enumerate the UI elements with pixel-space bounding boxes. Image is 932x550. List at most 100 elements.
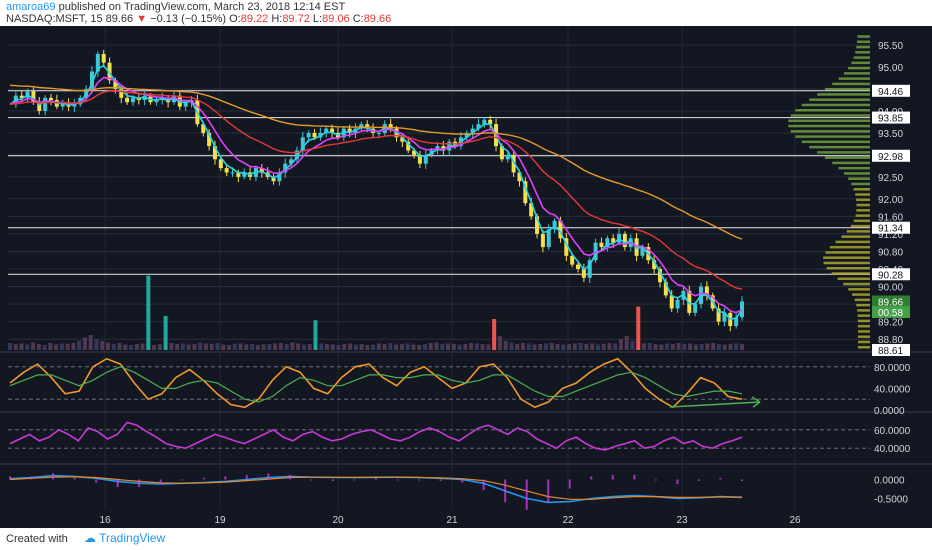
candle-body — [89, 71, 94, 90]
volume-bar — [578, 343, 583, 350]
macd-histogram-bar — [9, 476, 11, 480]
volume-bar — [238, 343, 243, 350]
price-tick-label: 95.50 — [878, 41, 903, 52]
tradingview-logo[interactable]: ☁ TradingView — [84, 531, 166, 545]
macd-histogram-bar — [697, 479, 700, 481]
time-tick-label: 22 — [562, 515, 574, 526]
candle-body — [365, 124, 370, 129]
candle-body — [570, 255, 575, 265]
candle-body — [622, 233, 627, 248]
candle-body — [441, 146, 446, 151]
author-link[interactable]: amaroa69 — [6, 1, 56, 13]
price-marker-tag — [872, 344, 910, 356]
candle-body — [37, 102, 42, 111]
volume-profile-bar — [853, 56, 870, 59]
volume-profile-bar — [790, 130, 870, 133]
volume-profile-bar — [809, 145, 870, 149]
indicator-tick-label: 60.0000 — [874, 426, 911, 437]
volume-bar — [221, 344, 226, 350]
price-marker-label: 88.61 — [878, 346, 903, 357]
volume-bar — [88, 335, 93, 350]
volume-spike — [146, 275, 151, 350]
candle-body — [593, 242, 598, 261]
volume-bar — [480, 344, 485, 350]
symbol-label[interactable]: NASDAQ:MSFT, 15 — [6, 13, 103, 25]
indicator-tick-label: 40.0000 — [874, 384, 911, 395]
volume-bar — [157, 344, 162, 350]
ohlc-line: NASDAQ:MSFT, 15 89.66 ▼ −0.13 (−0.15%) O… — [6, 13, 391, 25]
volume-bars — [8, 275, 744, 350]
volume-bar — [186, 344, 191, 350]
volume-bar — [549, 343, 554, 350]
macd-histogram-bar — [310, 479, 313, 481]
candle-body — [558, 220, 563, 239]
volume-bar — [353, 344, 358, 350]
volume-profile-bar — [824, 156, 870, 159]
stoch-k-line — [9, 357, 743, 409]
volume-bar — [284, 344, 289, 350]
candle-body — [488, 119, 493, 125]
price-level-tag — [872, 221, 910, 234]
candle-body — [207, 132, 212, 147]
volume-spike — [313, 320, 318, 350]
publish-line: amaroa69 published on TradingView.com, M… — [6, 1, 345, 13]
candle-body — [658, 269, 663, 283]
volume-bar — [129, 345, 134, 350]
volume-profile-bar — [846, 230, 870, 233]
volume-profile-bar — [857, 335, 870, 338]
chart-canvas[interactable]: 80.0000 40.0000 0.0000 60.0000 40.0000 0.0000… — [0, 26, 932, 528]
volume-bar — [428, 343, 433, 350]
candle-body — [669, 295, 674, 309]
volume-bar — [613, 343, 618, 350]
volume-bar — [693, 344, 698, 350]
high-label: H: — [271, 13, 283, 25]
close-value: 89.66 — [363, 13, 392, 25]
candle-body — [388, 124, 393, 129]
macd-histogram-bar — [590, 476, 593, 480]
volume-profile-bar — [838, 166, 870, 170]
candle-body — [277, 172, 282, 182]
candle-body — [716, 308, 721, 322]
volume-profile-bar — [817, 151, 870, 154]
volume-profile-bar — [826, 267, 870, 270]
volume-bar — [19, 343, 24, 350]
volume-bar — [595, 344, 600, 350]
volume-bar — [319, 343, 324, 350]
volume-bar — [434, 342, 439, 350]
ema-mid-line — [9, 76, 743, 314]
signal-line — [9, 476, 742, 500]
volume-bar — [601, 344, 606, 350]
volume-profile-bar — [857, 330, 870, 333]
volume-bar — [94, 339, 99, 350]
volume-bar — [330, 344, 335, 350]
candle-body — [154, 100, 159, 103]
macd-histogram-bar — [288, 474, 291, 480]
volume-profile-bar — [857, 340, 870, 344]
price-level-lines — [8, 90, 870, 275]
candle-body — [417, 154, 422, 164]
macd-histogram-bar — [116, 479, 119, 488]
candle-body — [324, 128, 329, 133]
volume-bar — [405, 343, 410, 350]
volume-profile-bar — [856, 203, 870, 207]
candle-body — [740, 301, 744, 318]
candle-body — [464, 132, 469, 138]
volume-bar — [278, 343, 283, 350]
volume-bar — [630, 341, 635, 350]
candle-body — [95, 53, 100, 72]
volume-profile-bar — [853, 188, 870, 191]
macd-histogram-bar — [245, 474, 248, 480]
volume-bar — [301, 344, 306, 350]
volume-bar — [722, 344, 727, 350]
candle-body — [130, 97, 135, 103]
macd-histogram-bar — [331, 479, 334, 481]
price-level-tag — [872, 268, 910, 281]
volume-bar — [100, 341, 105, 350]
volume-bar — [440, 344, 445, 350]
candle-body — [177, 95, 182, 107]
volume-bar — [227, 345, 232, 350]
candle-body — [505, 154, 510, 160]
open-value: 89.22 — [240, 13, 269, 25]
volume-profile-bar — [829, 245, 870, 249]
volume-bar — [469, 343, 474, 350]
